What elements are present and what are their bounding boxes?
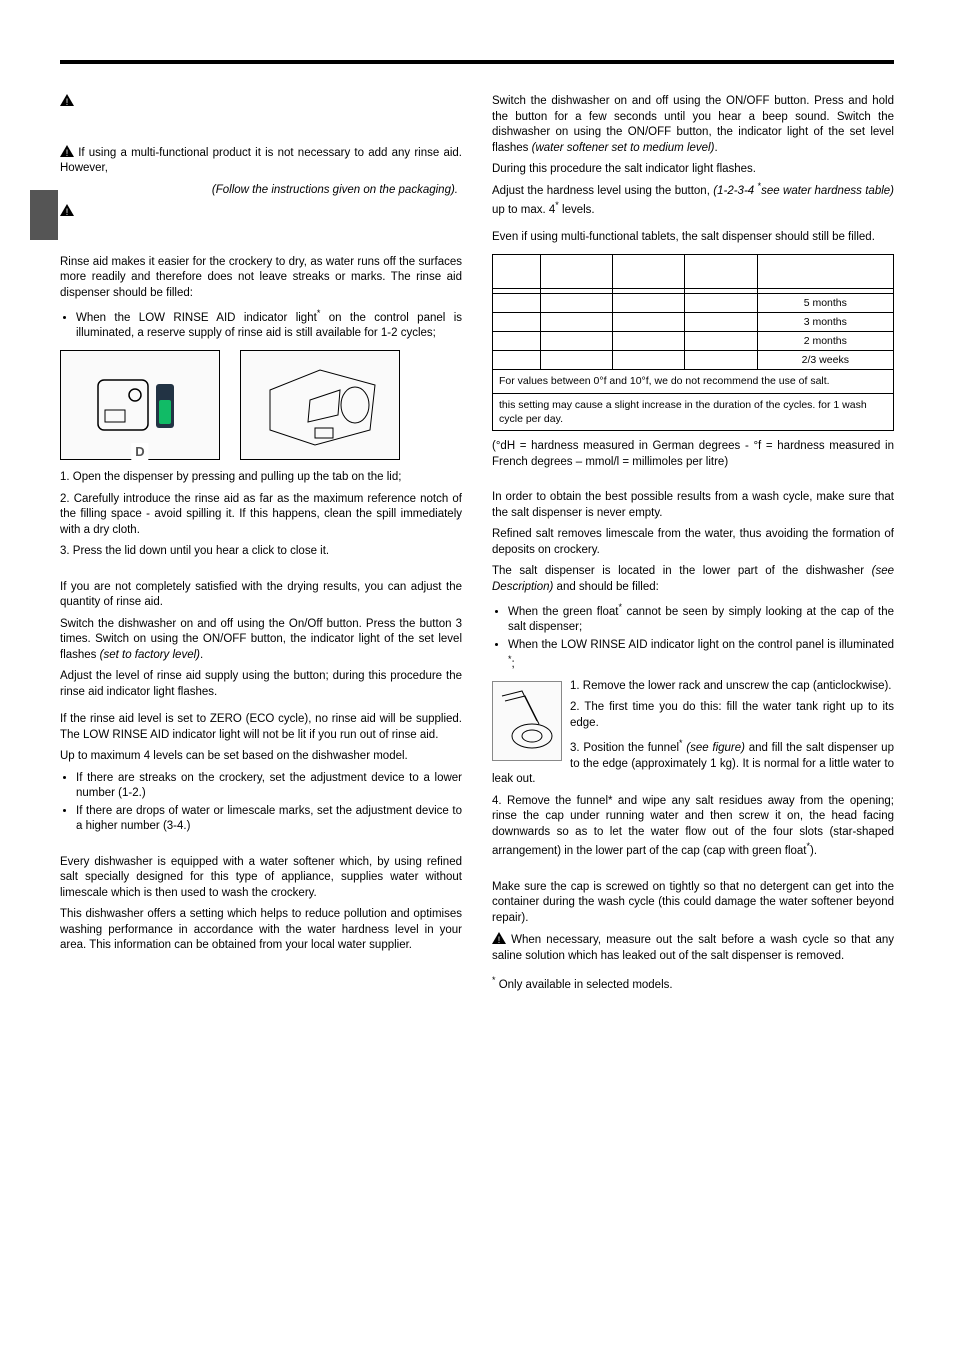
switch-p1: Switch the dishwasher on and off using t… bbox=[492, 94, 894, 156]
bullet: When the green float* cannot be seen by … bbox=[508, 601, 894, 636]
table-note-row: For values between 0°f and 10°f, we do n… bbox=[493, 370, 894, 393]
figure-dispenser-open bbox=[240, 350, 400, 460]
step-2: 2. Carefully introduce the rinse aid as … bbox=[60, 492, 462, 539]
svg-text:!: ! bbox=[498, 935, 501, 944]
bullet: If there are drops of water or limescale… bbox=[76, 804, 462, 835]
salt-p3: The salt dispenser is located in the low… bbox=[492, 564, 894, 595]
top-rule bbox=[60, 60, 894, 64]
warning-icon: ! bbox=[492, 932, 506, 944]
adjust-bullets: If there are streaks on the crockery, se… bbox=[60, 771, 462, 835]
switch-p2: During this procedure the salt indicator… bbox=[492, 162, 894, 178]
salt-warning: ! When necessary, measure out the salt b… bbox=[492, 932, 894, 964]
switch-p4: Even if using multi-functional tablets, … bbox=[492, 230, 894, 246]
salt-step-4: 4. Remove the funnel* and wipe any salt … bbox=[492, 794, 894, 860]
salt-fill-steps: 1. Remove the lower rack and unscrew the… bbox=[492, 679, 894, 860]
bullet: If there are streaks on the crockery, se… bbox=[76, 771, 462, 802]
svg-text:!: ! bbox=[66, 97, 69, 106]
table-header-row bbox=[493, 254, 894, 288]
table-row: 2 months bbox=[493, 332, 894, 351]
salt-dispenser-figure bbox=[492, 681, 562, 761]
switch-p3: Adjust the hardness level using the butt… bbox=[492, 180, 894, 219]
salt-p1: In order to obtain the best possible res… bbox=[492, 490, 894, 521]
table-row: 5 months bbox=[493, 293, 894, 312]
text: If using a multi-functional product it i… bbox=[60, 147, 462, 175]
hardness-table: 5 months 3 months 2 months 2/3 weeks For… bbox=[492, 254, 894, 431]
bullet: When the LOW RINSE AID indicator light* … bbox=[76, 307, 462, 342]
figure-d-label: D bbox=[131, 443, 148, 461]
softener-p1: Every dishwasher is equipped with a wate… bbox=[60, 855, 462, 902]
adjust-p1: If you are not completely satisfied with… bbox=[60, 580, 462, 611]
right-column: Switch the dishwasher on and off using t… bbox=[492, 94, 894, 1000]
salt-bullets: When the green float* cannot be seen by … bbox=[492, 601, 894, 673]
rinse-aid-intro: Rinse aid makes it easier for the crocke… bbox=[60, 255, 462, 302]
warning-icon: ! bbox=[60, 145, 74, 157]
footnote: * Only available in selected models. bbox=[492, 974, 894, 993]
language-tab bbox=[30, 190, 58, 240]
table-row: 2/3 weeks bbox=[493, 351, 894, 370]
warning-icon-line-2: ! bbox=[60, 204, 462, 221]
table-note-row: this setting may cause a slight increase… bbox=[493, 393, 894, 430]
svg-text:!: ! bbox=[66, 148, 69, 157]
dispenser-figures: D bbox=[60, 350, 462, 460]
two-column-layout: ! ! If using a multi-functional product … bbox=[60, 94, 894, 1000]
warning-icon-line: ! bbox=[60, 94, 462, 111]
multi-product-note: ! If using a multi-functional product it… bbox=[60, 145, 462, 177]
svg-text:!: ! bbox=[66, 207, 69, 216]
salt-cap-note: Make sure the cap is screwed on tightly … bbox=[492, 880, 894, 927]
adjust-p2: Switch the dishwasher on and off using t… bbox=[60, 617, 462, 664]
table-row: 3 months bbox=[493, 312, 894, 331]
warning-icon: ! bbox=[60, 204, 74, 216]
rinse-aid-bullets: When the LOW RINSE AID indicator light* … bbox=[60, 307, 462, 342]
adjust-p3: Adjust the level of rinse aid supply usi… bbox=[60, 669, 462, 700]
step-1: 1. Open the dispenser by pressing and pu… bbox=[60, 470, 462, 486]
bullet: When the LOW RINSE AID indicator light o… bbox=[508, 638, 894, 673]
left-column: ! ! If using a multi-functional product … bbox=[60, 94, 462, 1000]
salt-p2: Refined salt removes limescale from the … bbox=[492, 527, 894, 558]
follow-instructions: (Follow the instructions given on the pa… bbox=[60, 183, 462, 199]
adjust-p5: Up to maximum 4 levels can be set based … bbox=[60, 749, 462, 765]
adjust-p4: If the rinse aid level is set to ZERO (E… bbox=[60, 712, 462, 743]
degree-note: (°dH = hardness measured in German degre… bbox=[492, 439, 894, 470]
warning-icon: ! bbox=[60, 94, 74, 106]
step-3: 3. Press the lid down until you hear a c… bbox=[60, 544, 462, 560]
figure-dispenser-d: D bbox=[60, 350, 220, 460]
softener-p2: This dishwasher offers a setting which h… bbox=[60, 907, 462, 954]
